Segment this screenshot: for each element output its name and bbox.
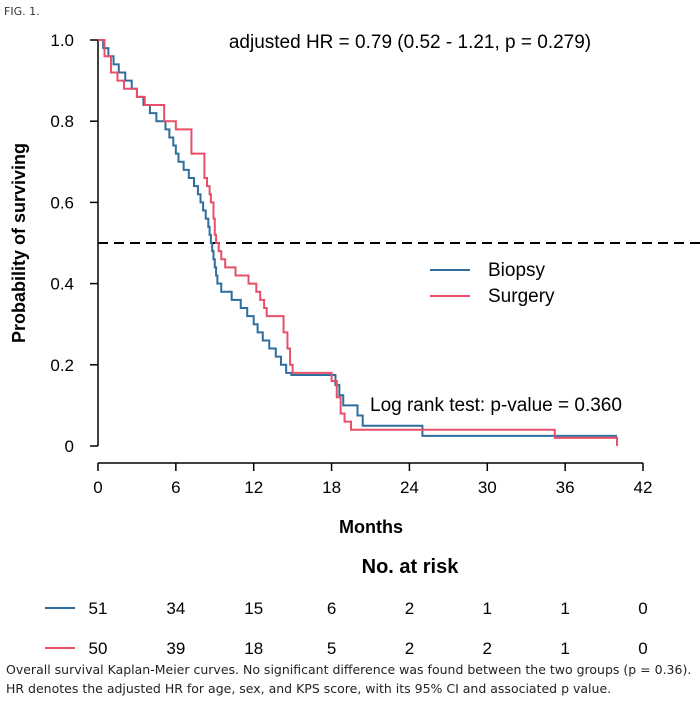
risk-count-surgery: 2: [483, 639, 492, 658]
risk-count-biopsy: 6: [327, 599, 336, 618]
x-tick-label: 6: [171, 478, 180, 497]
risk-count-surgery: 2: [405, 639, 414, 658]
legend-label-surgery: Surgery: [488, 286, 555, 307]
x-axis-label: Months: [339, 517, 403, 537]
risk-count-biopsy: 2: [405, 599, 414, 618]
axes: 0 0.2 0.4 0.6 0.8 1.0 0 6 12 18 24 30 36 42: [50, 31, 652, 497]
log-rank-annotation: Log rank test: p-value = 0.360: [370, 395, 622, 416]
risk-count-biopsy: 0: [638, 599, 647, 618]
y-tick-label: 0.2: [50, 356, 74, 375]
y-tick-label: 0.4: [50, 275, 74, 294]
risk-table-title: No. at risk: [362, 556, 460, 578]
risk-count-biopsy: 34: [166, 599, 185, 618]
risk-count-surgery: 39: [166, 639, 185, 658]
x-tick-label: 0: [93, 478, 102, 497]
series-surgery-curve: [98, 39, 619, 446]
risk-table: 51 34 15 6 2 1 1 0 50 39 18 5 2 2 1 0: [45, 599, 648, 658]
figure-label: FIG. 1.: [4, 5, 40, 18]
legend-label-biopsy: Biopsy: [488, 260, 546, 281]
risk-count-surgery: 50: [89, 639, 108, 658]
x-tick-label: 36: [556, 478, 575, 497]
x-tick-label: 42: [634, 478, 653, 497]
y-tick-label: 0: [65, 437, 74, 456]
risk-count-surgery: 5: [327, 639, 336, 658]
x-tick-label: 30: [478, 478, 497, 497]
legend: Biopsy Surgery: [430, 260, 555, 307]
risk-count-biopsy: 1: [483, 599, 492, 618]
y-tick-label: 1.0: [50, 31, 74, 50]
risk-count-surgery: 1: [560, 639, 569, 658]
series-layer: [98, 39, 619, 446]
series-biopsy-curve: [98, 39, 618, 437]
risk-count-biopsy: 1: [560, 599, 569, 618]
risk-count-biopsy: 15: [244, 599, 263, 618]
x-tick-label: 18: [322, 478, 341, 497]
y-tick-label: 0.8: [50, 112, 74, 131]
y-axis-label: Probability of surviving: [9, 143, 29, 343]
km-survival-chart: adjusted HR = 0.79 (0.52 - 1.21, p = 0.2…: [9, 31, 700, 658]
x-tick-label: 24: [400, 478, 419, 497]
y-tick-label: 0.6: [50, 193, 74, 212]
chart-title: adjusted HR = 0.79 (0.52 - 1.21, p = 0.2…: [229, 32, 591, 53]
figure-caption: Overall survival Kaplan-Meier curves. No…: [6, 662, 692, 696]
risk-count-surgery: 18: [244, 639, 263, 658]
x-tick-label: 12: [244, 478, 263, 497]
risk-count-surgery: 0: [638, 639, 647, 658]
risk-count-biopsy: 51: [89, 599, 108, 618]
